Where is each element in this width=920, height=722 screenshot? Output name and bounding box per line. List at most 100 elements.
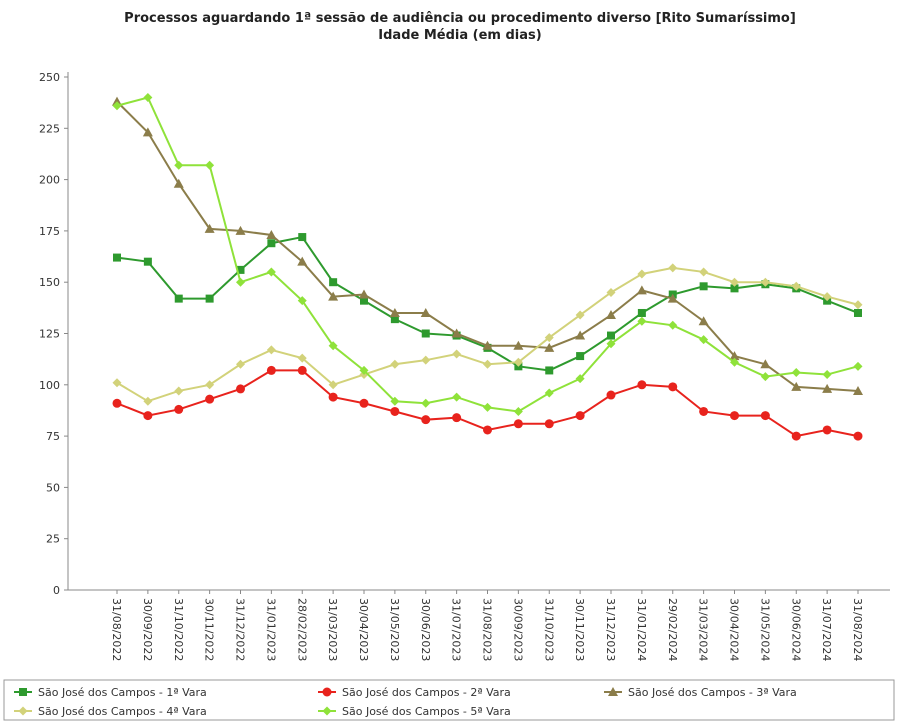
data-point <box>606 390 616 400</box>
data-point <box>607 331 615 340</box>
y-tick-label: 225 <box>39 122 60 135</box>
data-point <box>853 431 863 441</box>
data-point <box>513 406 523 416</box>
data-point <box>297 353 307 363</box>
x-tick-label: 31/05/2024 <box>758 598 771 661</box>
data-point <box>853 385 863 395</box>
data-point <box>451 328 462 338</box>
data-point <box>606 310 616 320</box>
data-point <box>699 406 709 416</box>
data-point <box>359 289 369 299</box>
data-point <box>359 398 369 408</box>
legend-label: São José dos Campos - 3ª Vara <box>628 686 797 699</box>
y-tick-label: 250 <box>39 71 60 84</box>
data-point <box>513 340 524 350</box>
data-point <box>637 316 647 326</box>
data-point <box>637 269 647 279</box>
data-point <box>112 398 122 408</box>
data-point <box>266 345 276 355</box>
x-tick-label: 31/10/2022 <box>172 598 185 661</box>
y-tick-label: 50 <box>46 481 60 494</box>
data-point <box>760 372 770 382</box>
data-point <box>204 223 215 233</box>
data-point <box>575 330 586 340</box>
data-point <box>637 308 646 317</box>
data-point <box>421 415 431 425</box>
data-point <box>329 278 338 287</box>
data-point <box>606 339 616 349</box>
data-point <box>853 361 863 371</box>
data-point <box>205 160 215 170</box>
data-point <box>822 425 832 435</box>
x-tick-label: 31/03/2023 <box>326 598 339 661</box>
data-point <box>699 282 708 291</box>
data-point <box>112 378 122 388</box>
x-tick-label: 31/07/2023 <box>450 598 463 661</box>
x-tick-label: 30/06/2024 <box>789 598 802 661</box>
data-point <box>482 340 493 350</box>
data-point <box>760 359 771 369</box>
x-tick-label: 31/12/2022 <box>234 598 247 661</box>
data-point <box>390 406 400 416</box>
data-point <box>235 225 246 235</box>
data-point <box>236 384 245 394</box>
data-point <box>791 367 801 377</box>
data-point <box>699 267 709 277</box>
data-point <box>545 366 554 375</box>
data-point <box>328 392 338 402</box>
y-tick-label: 100 <box>39 379 60 392</box>
data-point <box>390 359 400 369</box>
data-point <box>668 382 678 392</box>
data-point <box>791 281 801 291</box>
data-point <box>544 333 554 343</box>
data-point <box>297 256 308 266</box>
data-point <box>113 253 121 262</box>
legend-marker <box>322 687 332 697</box>
data-point <box>575 374 585 384</box>
y-tick-label: 125 <box>39 328 60 341</box>
y-tick-label: 175 <box>39 225 60 238</box>
data-point <box>390 315 399 324</box>
data-point <box>483 425 492 435</box>
data-point <box>452 349 462 359</box>
data-point <box>760 277 770 287</box>
data-point <box>297 365 307 375</box>
legend-marker <box>18 706 28 716</box>
y-tick-label: 25 <box>46 533 60 546</box>
data-point <box>421 355 431 365</box>
data-point <box>668 263 678 273</box>
data-point <box>297 296 307 306</box>
data-point <box>267 239 276 248</box>
x-tick-label: 31/08/2024 <box>851 598 864 661</box>
data-point <box>236 359 245 369</box>
legend-marker <box>608 687 618 696</box>
x-tick-label: 30/11/2022 <box>203 598 216 661</box>
x-tick-label: 31/07/2024 <box>820 598 833 661</box>
data-point <box>513 357 523 367</box>
data-point <box>143 257 152 266</box>
data-point <box>266 230 277 240</box>
data-point <box>359 365 369 375</box>
data-point <box>174 294 183 303</box>
x-tick-label: 30/09/2023 <box>511 598 524 661</box>
chart-title: Processos aguardando 1ª sessão de audiên… <box>124 11 796 26</box>
y-tick-label: 200 <box>39 174 60 187</box>
x-tick-label: 30/11/2023 <box>573 598 586 661</box>
data-point <box>575 411 585 421</box>
x-tick-label: 30/04/2023 <box>357 598 370 661</box>
data-point <box>360 296 368 305</box>
data-point <box>791 431 801 441</box>
x-tick-label: 30/06/2023 <box>419 598 432 661</box>
data-point <box>205 294 214 303</box>
data-point <box>236 277 245 287</box>
data-point <box>760 411 770 421</box>
data-point <box>421 329 430 338</box>
data-point <box>822 292 832 302</box>
data-point <box>667 293 678 303</box>
data-point <box>236 265 245 274</box>
data-point <box>483 402 492 412</box>
x-tick-label: 31/05/2023 <box>388 598 401 661</box>
data-point <box>174 160 184 170</box>
legend-marker <box>19 688 27 696</box>
